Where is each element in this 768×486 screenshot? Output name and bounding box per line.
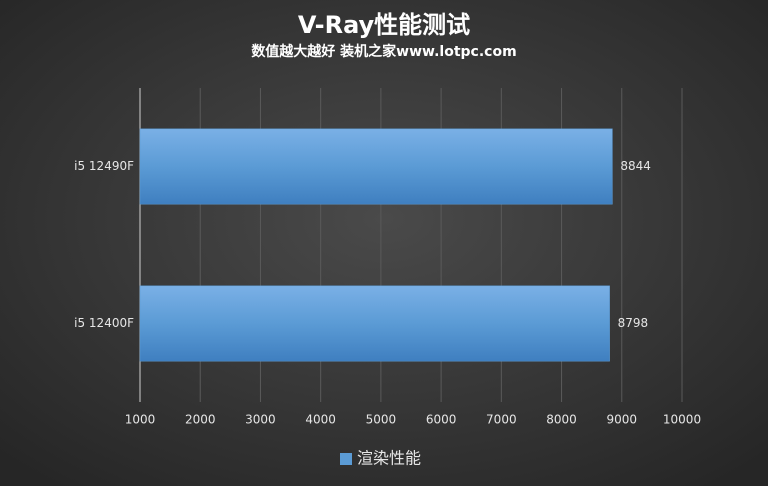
y-tick-label: i5 12400F [74,316,134,330]
chart-subtitle: 数值越大越好 装机之家www.lotpc.com [251,43,516,60]
data-label: 8844 [620,159,651,173]
legend-swatch [340,453,352,465]
x-tick-label: 2000 [185,413,216,427]
y-tick-label: i5 12490F [74,159,134,173]
x-tick-label: 9000 [607,413,638,427]
x-tick-label: 8000 [546,413,577,427]
bar [139,285,610,362]
x-tick-label: 10000 [663,413,701,427]
legend-label: 渲染性能 [357,449,421,468]
chart-title: V-Ray性能测试 [298,11,470,39]
x-tick-label: 5000 [366,413,397,427]
bar [139,128,613,205]
x-tick-label: 7000 [486,413,517,427]
x-tick-label: 6000 [426,413,457,427]
x-tick-label: 1000 [125,413,156,427]
data-label: 8798 [618,316,649,330]
x-tick-label: 3000 [245,413,276,427]
x-tick-label: 4000 [305,413,336,427]
